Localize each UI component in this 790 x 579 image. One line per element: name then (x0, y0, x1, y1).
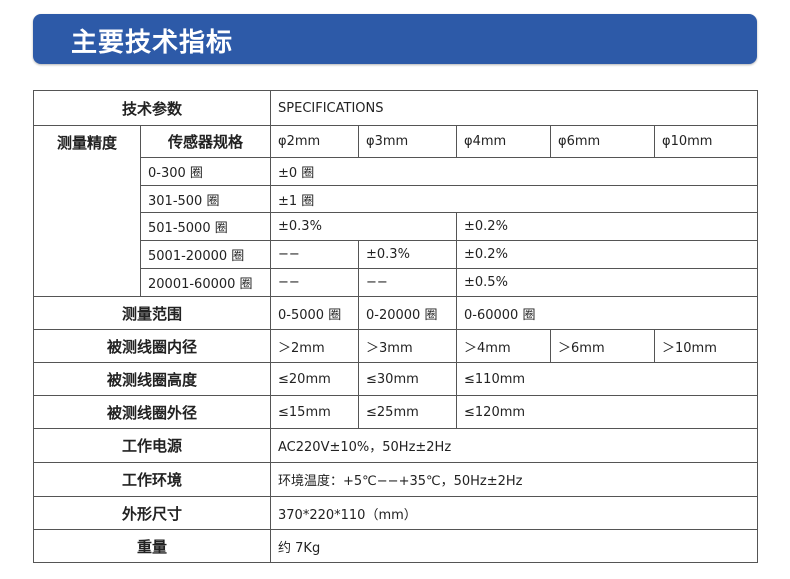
table-row: 被测线圈内径 ＞2mm ＞3mm ＞4mm ＞6mm ＞10mm (32, 329, 759, 363)
table-cell: −− (270, 240, 360, 269)
row-label: 被测线圈外径 (32, 395, 272, 429)
row-label: 外形尺寸 (32, 496, 272, 530)
table-cell: ≤120mm (456, 395, 759, 429)
table-cell: φ3mm (358, 125, 458, 158)
row-label: 测量精度 (33, 125, 141, 297)
table-cell: ±1 圈 (270, 185, 759, 213)
table-cell: φ6mm (550, 125, 656, 158)
table-cell: ≤15mm (270, 395, 360, 429)
row-label: 重量 (32, 529, 272, 563)
table-row: 20001-60000 圈 −− −− ±0.5% (34, 268, 759, 297)
table-cell: 301-500 圈 (139, 185, 272, 213)
table-cell: ＞4mm (456, 329, 552, 363)
table-cell: 0-300 圈 (139, 157, 272, 186)
table-row: 外形尺寸 370*220*110（mm） (32, 496, 759, 530)
section-title: 主要技术指标 (71, 28, 234, 58)
table-row: 301-500 圈 ±1 圈 (34, 185, 759, 213)
table-cell: 0-5000 圈 (270, 296, 360, 330)
table-cell: ≤20mm (270, 362, 360, 396)
row-label: 技术参数 (32, 90, 272, 126)
table-cell: 环境温度：+5℃−−+35℃，50Hz±2Hz (270, 462, 759, 497)
row-label: 被测线圈内径 (32, 329, 272, 363)
table-cell: SPECIFICATIONS (270, 90, 759, 126)
table-row: 工作电源 AC220V±10%，50Hz±2Hz (32, 428, 759, 463)
table-cell: ±0.5% (456, 268, 759, 297)
table-cell: 0-20000 圈 (358, 296, 458, 330)
row-label: 测量范围 (32, 296, 272, 330)
table-cell: ±0.3% (358, 240, 458, 269)
table-cell: −− (358, 268, 458, 297)
table-cell: 501-5000 圈 (139, 212, 272, 241)
table-cell: 约 7Kg (270, 529, 759, 563)
table-cell: ±0.2% (456, 240, 759, 269)
table-row: 重量约 7Kg (32, 529, 759, 563)
table-row: 测量范围 0-5000 圈 0-20000 圈 0-60000 圈 (32, 296, 759, 330)
table-cell: 5001-20000 圈 (139, 240, 272, 269)
table-cell: ≤30mm (358, 362, 458, 396)
table-cell: ≤110mm (456, 362, 759, 396)
table-cell: ＞3mm (358, 329, 458, 363)
row-label: 工作电源 (32, 428, 272, 463)
table-cell: ＞10mm (654, 329, 759, 363)
table-row: 被测线圈外径 ≤15mm ≤25mm ≤120mm (32, 395, 759, 429)
table-row: 技术参数 SPECIFICATIONS (32, 90, 759, 126)
table-cell: 0-60000 圈 (456, 296, 759, 330)
table-cell: AC220V±10%，50Hz±2Hz (270, 428, 759, 463)
row-label: 被测线圈高度 (32, 362, 272, 396)
table-cell: ±0 圈 (270, 157, 759, 186)
table-row: 5001-20000 圈 −− ±0.3% ±0.2% (34, 240, 759, 269)
table-row: 测量精度 传感器规格 φ2mm φ3mm φ4mm φ6mm φ10mm (33, 125, 759, 297)
row-label: 传感器规格 (139, 125, 272, 158)
table-cell: ＞2mm (270, 329, 360, 363)
table-row: 被测线圈高度 ≤20mm ≤30mm ≤110mm (32, 362, 759, 396)
table-cell: ≤25mm (358, 395, 458, 429)
specifications-table: 技术参数 SPECIFICATIONS 测量精度 传感器规格 φ2mm φ3mm φ4mm φ… (32, 90, 759, 563)
table-cell: 370*220*110（mm） (270, 496, 759, 530)
section-header-banner: 主要技术指标 (33, 14, 757, 64)
table-cell: φ2mm (270, 125, 360, 158)
row-label: 工作环境 (32, 462, 272, 497)
table-cell: φ4mm (456, 125, 552, 158)
table-cell: ＞6mm (550, 329, 656, 363)
table-cell: −− (270, 268, 360, 297)
table-cell: ±0.3% (270, 212, 458, 241)
table-cell: ±0.2% (456, 212, 759, 241)
table-cell: 20001-60000 圈 (139, 268, 272, 297)
table-row: 0-300 圈 ±0 圈 (34, 157, 759, 186)
table-cell: φ10mm (654, 125, 759, 158)
table-row: 501-5000 圈 ±0.3% ±0.2% (34, 212, 759, 241)
table-row: 工作环境 环境温度：+5℃−−+35℃，50Hz±2Hz (32, 462, 759, 497)
